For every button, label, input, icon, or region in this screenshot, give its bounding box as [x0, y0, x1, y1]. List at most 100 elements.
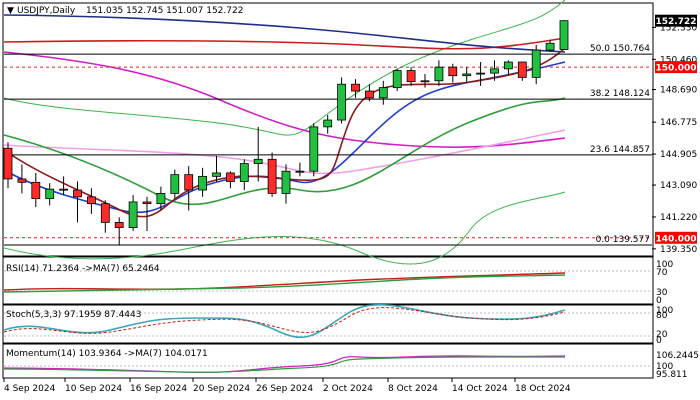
- candle-body: [295, 170, 305, 173]
- rsi-tick-0: 0: [656, 296, 662, 306]
- candle-body: [114, 222, 124, 228]
- price-tick-label: 144.905: [660, 150, 697, 160]
- candle-body: [142, 201, 152, 205]
- candle-body: [198, 175, 208, 191]
- ohlc-values: 151.035 152.745 151.007 152.722: [86, 6, 243, 16]
- stoch-tick-0: 0: [656, 336, 662, 346]
- candle-body: [462, 73, 472, 77]
- momentum-tick-low: 95.811: [656, 370, 688, 380]
- ma-magenta: [3, 51, 566, 149]
- fib-label-0: 50.0 150.764: [590, 44, 650, 54]
- rsi-tick-100: 100: [656, 260, 673, 270]
- symbol-label: USDJPY,Daily: [17, 6, 76, 16]
- date-tick-label: 14 Oct 2024: [452, 384, 508, 394]
- candle-body: [392, 70, 402, 89]
- price-flags: 152.722 150.000 140.000: [655, 14, 697, 244]
- price-tick-label: 148.690: [660, 85, 697, 95]
- candle-body: [267, 158, 277, 194]
- candle-body: [351, 83, 360, 92]
- candle-body: [531, 49, 541, 78]
- date-tick-label: 20 Sep 2024: [193, 384, 250, 394]
- price-axis: 152.330 150.460 148.690 146.775 144.905 143.0…: [652, 23, 697, 255]
- candle-body: [281, 170, 291, 194]
- candle-body: [420, 80, 430, 83]
- stoch-tick-80: 80: [656, 311, 668, 321]
- collapse-icon[interactable]: ▼: [7, 6, 14, 16]
- momentum-tick-100: 100: [656, 362, 673, 372]
- candle-body: [87, 196, 96, 205]
- momentum-tick-high: 106.2445: [656, 351, 699, 361]
- date-tick-label: 26 Sep 2024: [256, 384, 313, 394]
- candle-body: [212, 172, 221, 177]
- price-flag-2: [655, 231, 697, 244]
- date-tick-label: 4 Sep 2024: [4, 384, 56, 394]
- stoch-tick-20: 20: [656, 330, 668, 340]
- candle-body: [490, 68, 499, 74]
- candle-body: [59, 188, 68, 191]
- candle-body: [239, 163, 249, 182]
- stoch-tick-100: 100: [656, 306, 673, 316]
- candle-body: [364, 90, 374, 99]
- candle-body: [559, 20, 569, 50]
- candle-body: [476, 72, 486, 75]
- date-tick-label: 10 Sep 2024: [65, 384, 122, 394]
- candle-body: [503, 61, 513, 70]
- fib-label-2: 23.6 144.857: [590, 145, 650, 155]
- candle-body: [45, 188, 55, 199]
- bollinger-upper-band: [3, 0, 566, 136]
- rsi-tick-70: 70: [656, 268, 668, 278]
- stoch-lines: [3, 304, 652, 339]
- rsi-lines: [3, 270, 652, 293]
- rsi-tick-30: 30: [656, 288, 668, 298]
- ma-pink: [3, 129, 566, 175]
- date-tick-label: 18 Oct 2024: [515, 384, 571, 394]
- rsi-panel[interactable]: [2, 256, 654, 305]
- candle-body: [378, 87, 388, 99]
- price-flag-label-2: 140.000: [656, 234, 697, 244]
- candle-body: [100, 203, 110, 223]
- stoch-panel[interactable]: [2, 304, 654, 344]
- date-axis: 4 Sep 2024 10 Sep 2024 16 Sep 2024 20 Sep 2…: [3, 378, 571, 394]
- fib-label-3: 0.0 139.577: [596, 235, 650, 245]
- price-levels: 50.0 150.764 38.2 148.124 23.6 144.857 0.0 …: [4, 44, 652, 246]
- price-flag-label-0: 152.722: [656, 17, 697, 27]
- candle-body: [448, 66, 458, 77]
- candle-body: [323, 119, 333, 128]
- candle-body: [3, 147, 13, 180]
- price-flag-1: [655, 61, 697, 74]
- price-flag-label-1: 150.000: [656, 64, 697, 74]
- candle-body: [17, 178, 27, 183]
- candle-body: [253, 158, 263, 164]
- rsi-label: RSI(14) 71.2364 ->MA(7) 65.2464: [6, 264, 160, 274]
- price-tick-label: 139.350: [660, 245, 697, 255]
- stoch-label: Stoch(5,3,3) 97.1959 87.4443: [6, 310, 141, 320]
- ma-dark-red: [3, 47, 566, 218]
- fib-label-1: 38.2 148.124: [590, 89, 650, 99]
- ma-green: [3, 97, 566, 206]
- date-tick-label: 16 Sep 2024: [130, 384, 187, 394]
- candle-body: [128, 201, 138, 228]
- candlestick-series: [3, 20, 569, 245]
- candle-body: [337, 83, 347, 121]
- price-tick-label: 152.330: [660, 23, 697, 33]
- price-tick-label: 146.775: [660, 118, 697, 128]
- ma-navy: [3, 14, 566, 53]
- price-tick-label: 150.460: [660, 55, 697, 65]
- price-panel[interactable]: [2, 2, 654, 257]
- candle-body: [517, 61, 527, 78]
- momentum-panel[interactable]: [2, 343, 654, 379]
- candle-body: [170, 174, 180, 194]
- candle-body: [545, 42, 555, 51]
- price-tick-label: 143.090: [660, 181, 697, 191]
- candle-body: [156, 193, 166, 205]
- momentum-lines: [3, 355, 652, 373]
- candle-body: [225, 172, 235, 182]
- date-tick-label: 2 Oct 2024: [323, 384, 373, 394]
- candle-body: [73, 189, 82, 198]
- candle-body: [406, 70, 416, 83]
- candle-body: [31, 181, 41, 199]
- momentum-label: Momentum(14) 103.9364 ->MA(7) 104.0171: [6, 349, 208, 359]
- candle-body: [434, 66, 444, 82]
